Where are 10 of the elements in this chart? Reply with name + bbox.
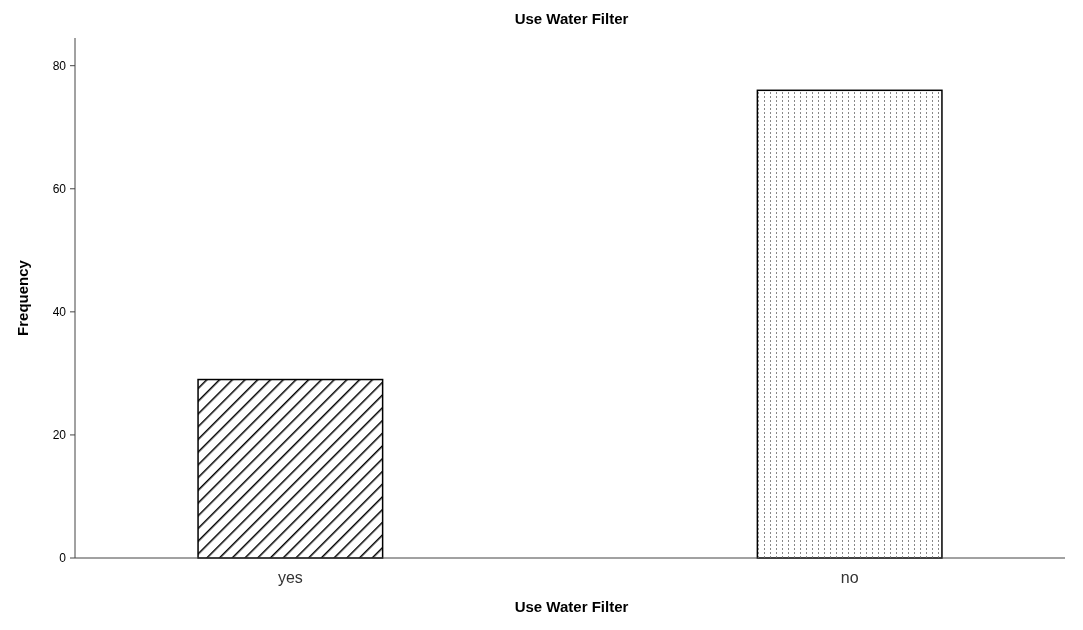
y-tick-label: 40 bbox=[52, 305, 67, 320]
y-tick-label: 60 bbox=[52, 181, 67, 196]
y-tick-label: 20 bbox=[52, 428, 67, 443]
x-tick-label: yes bbox=[277, 569, 303, 586]
y-tick-label: 80 bbox=[52, 58, 67, 73]
x-tick-label: no bbox=[840, 569, 859, 586]
x-axis-title: Use Water Filter bbox=[514, 598, 629, 615]
chart-title: Use Water Filter bbox=[514, 10, 629, 27]
y-tick-label: 0 bbox=[59, 551, 67, 566]
y-axis-title: Frequency bbox=[14, 259, 31, 336]
